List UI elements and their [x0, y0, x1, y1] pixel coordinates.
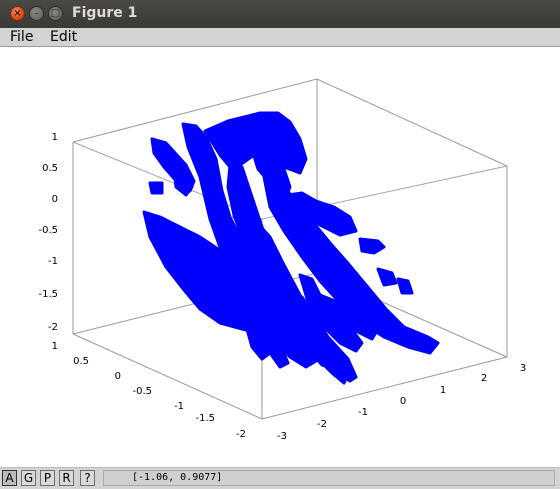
x-tick: -3	[277, 431, 287, 442]
x-tick: -2	[317, 419, 327, 430]
scatter-points	[142, 111, 440, 385]
toolbar-button-g[interactable]: G	[21, 470, 36, 486]
z-axis-ticks: 1 0.5 0 -0.5 -1 -1.5 -2	[38, 132, 58, 333]
x-tick: 3	[520, 363, 526, 374]
y-tick: -2	[236, 429, 246, 440]
coordinate-readout: [-1.06, 0.9077]	[103, 470, 555, 486]
menu-edit[interactable]: Edit	[50, 29, 78, 45]
toolbar-button-help[interactable]: ?	[80, 470, 95, 486]
x-axis-ticks: -3 -2 -1 0 1 2 3	[277, 363, 526, 442]
z-tick: 1	[52, 132, 58, 143]
y-tick: 1	[52, 341, 58, 352]
toolbar-button-r[interactable]: R	[59, 470, 74, 486]
y-tick: -1.5	[195, 413, 215, 424]
x-tick: -1	[358, 407, 368, 418]
y-tick: 0	[115, 371, 121, 382]
toolbar-button-p[interactable]: P	[40, 470, 55, 486]
close-icon: ×	[13, 8, 22, 19]
y-tick: -0.5	[132, 386, 152, 397]
z-tick: -1.5	[38, 289, 58, 300]
close-window-button[interactable]: ×	[10, 6, 25, 21]
status-bar: A G P R ? [-1.06, 0.9077]	[0, 467, 560, 489]
x-tick: 1	[440, 385, 446, 396]
menu-bar: File Edit	[0, 28, 560, 47]
z-tick: -1	[48, 256, 58, 267]
scatter3-plot[interactable]: 1 0.5 0 -0.5 -1 -1.5 -2 1 0.5 0 -0.5 -1 …	[0, 47, 560, 467]
title-bar: × – □ Figure 1	[0, 0, 560, 29]
z-tick: 0.5	[42, 163, 58, 174]
maximize-window-button[interactable]: □	[48, 6, 63, 21]
menu-file[interactable]: File	[10, 29, 34, 45]
maximize-icon: □	[50, 8, 61, 19]
y-axis-ticks: 1 0.5 0 -0.5 -1 -1.5 -2	[52, 341, 246, 440]
z-tick: 0	[52, 194, 58, 205]
z-tick: -0.5	[38, 225, 58, 236]
z-tick: -2	[48, 322, 58, 333]
y-tick: 0.5	[73, 356, 89, 367]
x-tick: 0	[400, 396, 406, 407]
x-tick: 2	[481, 373, 487, 384]
minimize-window-button[interactable]: –	[29, 6, 44, 21]
plot-area[interactable]: 1 0.5 0 -0.5 -1 -1.5 -2 1 0.5 0 -0.5 -1 …	[0, 47, 560, 467]
y-tick: -1	[174, 401, 184, 412]
toolbar-button-a[interactable]: A	[2, 470, 17, 486]
minimize-icon: –	[34, 8, 39, 19]
window-title: Figure 1	[72, 5, 138, 21]
